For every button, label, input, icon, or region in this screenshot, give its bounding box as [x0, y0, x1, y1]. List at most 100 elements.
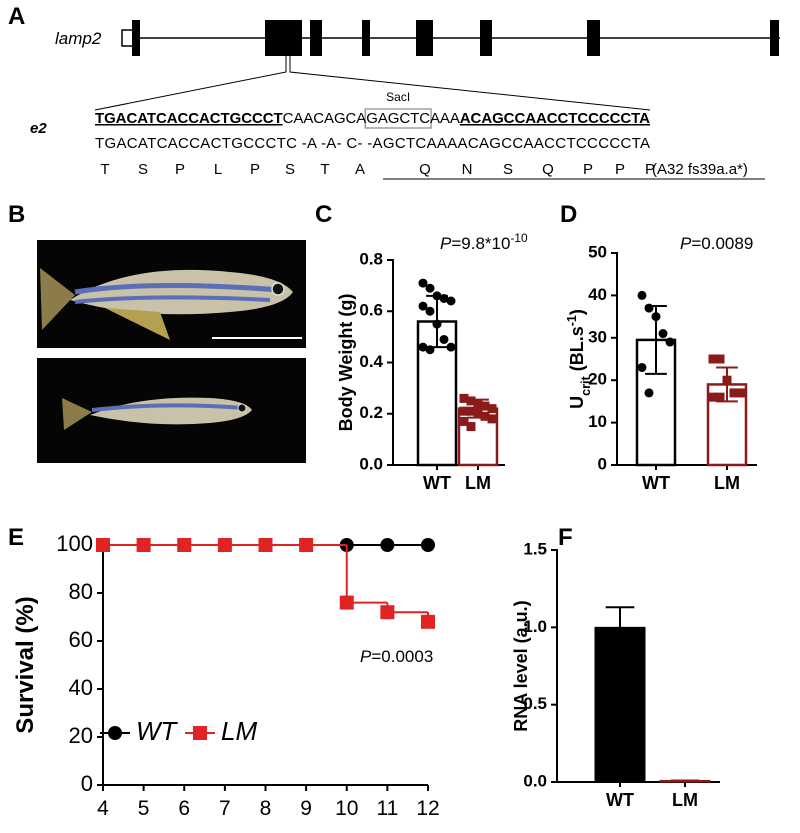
primer: TGACATCACCACTGCCCT	[95, 110, 283, 127]
data-point	[708, 392, 718, 402]
x-tick-label: WT	[642, 473, 670, 493]
legend-label: LM	[221, 716, 257, 746]
y-tick-label: 0	[598, 454, 607, 473]
data-point	[487, 414, 497, 424]
data-point	[217, 538, 232, 552]
data-point	[339, 595, 354, 610]
y-tick-label: 0.2	[359, 403, 383, 422]
data-point	[432, 319, 442, 329]
mutant-sequence: TGACATCACCACTGCCCTC -A -A- C- -AGCTCAAAA…	[95, 135, 650, 152]
bar	[635, 338, 677, 467]
y-tick-label: 40	[69, 675, 93, 700]
y-tick-label: 100	[56, 531, 93, 556]
y-tick-label: 10	[588, 412, 607, 431]
data-point	[421, 614, 435, 629]
amino-acid: N	[462, 161, 473, 178]
bar	[457, 407, 499, 467]
y-axis-label: Body Weight (g)	[336, 294, 356, 432]
data-point	[425, 283, 435, 293]
amino-acids: T S P L P S T A Q N S Q P P P(A32 fs39a.a*)	[100, 161, 747, 178]
data-point	[665, 337, 675, 347]
bar	[659, 779, 711, 783]
x-tick-label: WT	[423, 473, 451, 493]
data-point	[729, 388, 739, 398]
site-seq: GAGCTC	[366, 110, 430, 127]
p-value-part: P	[680, 234, 692, 253]
y-tick-label: 0	[81, 771, 93, 796]
gene-model	[94, 20, 780, 111]
y-axis-label-part: -1	[565, 315, 579, 326]
x-tick-label: 9	[300, 797, 312, 820]
wt-sequence: TGACATCACCACTGCCCTCAACAGCAGAGCTCAAAACAGC…	[95, 110, 650, 127]
p-value-part: =0.0089	[691, 234, 753, 253]
data-point	[380, 538, 395, 552]
x-tick-label: LM	[672, 790, 698, 810]
seq-part: AAA	[430, 110, 460, 127]
legend-marker	[108, 726, 122, 740]
x-tick-label: 11	[376, 797, 398, 820]
data-point	[473, 409, 483, 419]
panel-label: D	[560, 201, 577, 228]
p-value-part: P	[440, 234, 452, 253]
x-tick-label: 5	[138, 797, 150, 820]
data-point	[418, 342, 428, 352]
data-point	[299, 538, 314, 552]
p-value: P=0.0089	[680, 234, 753, 253]
p-value: P=9.8*10-10	[440, 231, 528, 253]
data-point	[708, 354, 718, 364]
x-tick-label: 12	[416, 797, 439, 820]
data-point	[421, 538, 435, 552]
x-tick-label: 8	[260, 797, 272, 820]
bar	[594, 626, 646, 783]
x-tick-label: 6	[178, 797, 190, 820]
data-point	[466, 396, 476, 406]
legend-label: WT	[136, 716, 179, 746]
data-point	[136, 538, 151, 552]
y-tick-label: 30	[588, 327, 607, 346]
y-axis-label: Survival (%)	[12, 596, 39, 733]
amino-acid: P	[250, 161, 260, 178]
data-point	[459, 393, 469, 403]
data-point	[480, 411, 490, 421]
data-point	[466, 422, 476, 432]
data-point	[258, 538, 273, 552]
x-tick-label: WT	[606, 790, 634, 810]
p-value-part: =0.0003	[371, 647, 433, 666]
data-point	[446, 296, 456, 306]
x-tick-label: 7	[219, 797, 231, 820]
amino-acid: L	[214, 161, 222, 178]
p-value-part: P	[360, 647, 372, 666]
y-tick-label: 0.4	[359, 352, 383, 371]
data-point	[722, 375, 732, 385]
data-point	[425, 306, 435, 316]
y-tick-label: 40	[588, 285, 607, 304]
data-point	[380, 605, 395, 620]
y-axis-label-part: crit	[579, 376, 593, 396]
y-axis-label-part: Body Weight (g)	[336, 294, 356, 432]
seq-part: CAACAGCA	[283, 110, 367, 127]
x-tick-label: 4	[97, 797, 109, 820]
data-point	[418, 278, 428, 288]
data-point	[425, 345, 435, 355]
x-tick-label: LM	[465, 473, 491, 493]
y-axis-label: RNA level (a.u.)	[511, 600, 531, 731]
data-point	[480, 401, 490, 411]
data-point	[715, 354, 725, 364]
panel-label: C	[315, 201, 332, 228]
data-point	[637, 362, 647, 372]
amino-acid: P	[645, 161, 655, 178]
panel-label: B	[8, 201, 25, 228]
data-point	[473, 399, 483, 408]
panel-label: E	[8, 524, 24, 551]
y-tick-label: 0.0	[359, 454, 383, 473]
y-axis-label: Ucrit (BL.s-1)	[565, 309, 593, 409]
y-tick-label: 1.5	[523, 539, 547, 558]
amino-acid: T	[100, 161, 109, 178]
data-point	[439, 293, 449, 303]
data-point	[466, 406, 476, 416]
y-axis-label-part: )	[567, 309, 587, 315]
primer: ACAGCCAACCTCCCCCTA	[460, 110, 650, 127]
gene-name: lamp2	[55, 29, 102, 48]
data-point	[644, 303, 654, 313]
amino-acid: P	[175, 161, 185, 178]
